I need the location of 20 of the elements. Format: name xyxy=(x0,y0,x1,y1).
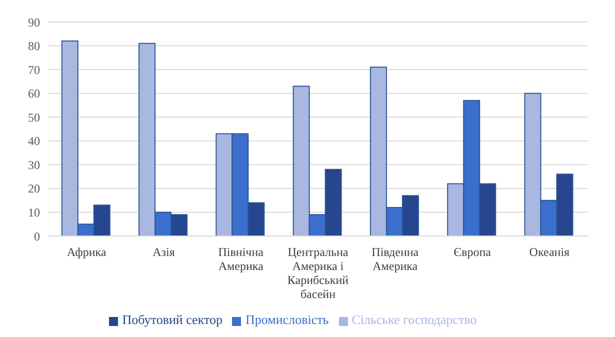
y-tick-label: 80 xyxy=(28,39,40,54)
y-tick-label: 0 xyxy=(34,229,40,244)
y-tick-label: 20 xyxy=(28,182,40,196)
y-tick-label: 50 xyxy=(28,110,40,124)
legend-label: Промисловість xyxy=(245,312,329,327)
y-tick-label: 40 xyxy=(28,134,40,148)
x-tick-label: Північна Америка xyxy=(218,245,264,273)
x-tick-label: Азія xyxy=(152,245,176,259)
x-tick-label: Африка xyxy=(66,245,107,259)
y-tick-label: 70 xyxy=(28,62,40,77)
x-tick-label: Південна Америка xyxy=(372,245,420,273)
y-tick-label: 30 xyxy=(28,158,40,172)
y-tick-label: 60 xyxy=(28,86,40,101)
legend-label: Сільське господарство xyxy=(352,312,477,327)
x-tick-label: Океанія xyxy=(529,245,570,259)
x-tick-label: Центральна Америка і Карибський басейн xyxy=(287,245,350,301)
legend-label: Побутовий сектор xyxy=(122,312,222,327)
y-tick-label: 10 xyxy=(28,205,40,220)
x-tick-label: Європа xyxy=(454,245,492,259)
y-tick-label: 90 xyxy=(28,15,40,30)
